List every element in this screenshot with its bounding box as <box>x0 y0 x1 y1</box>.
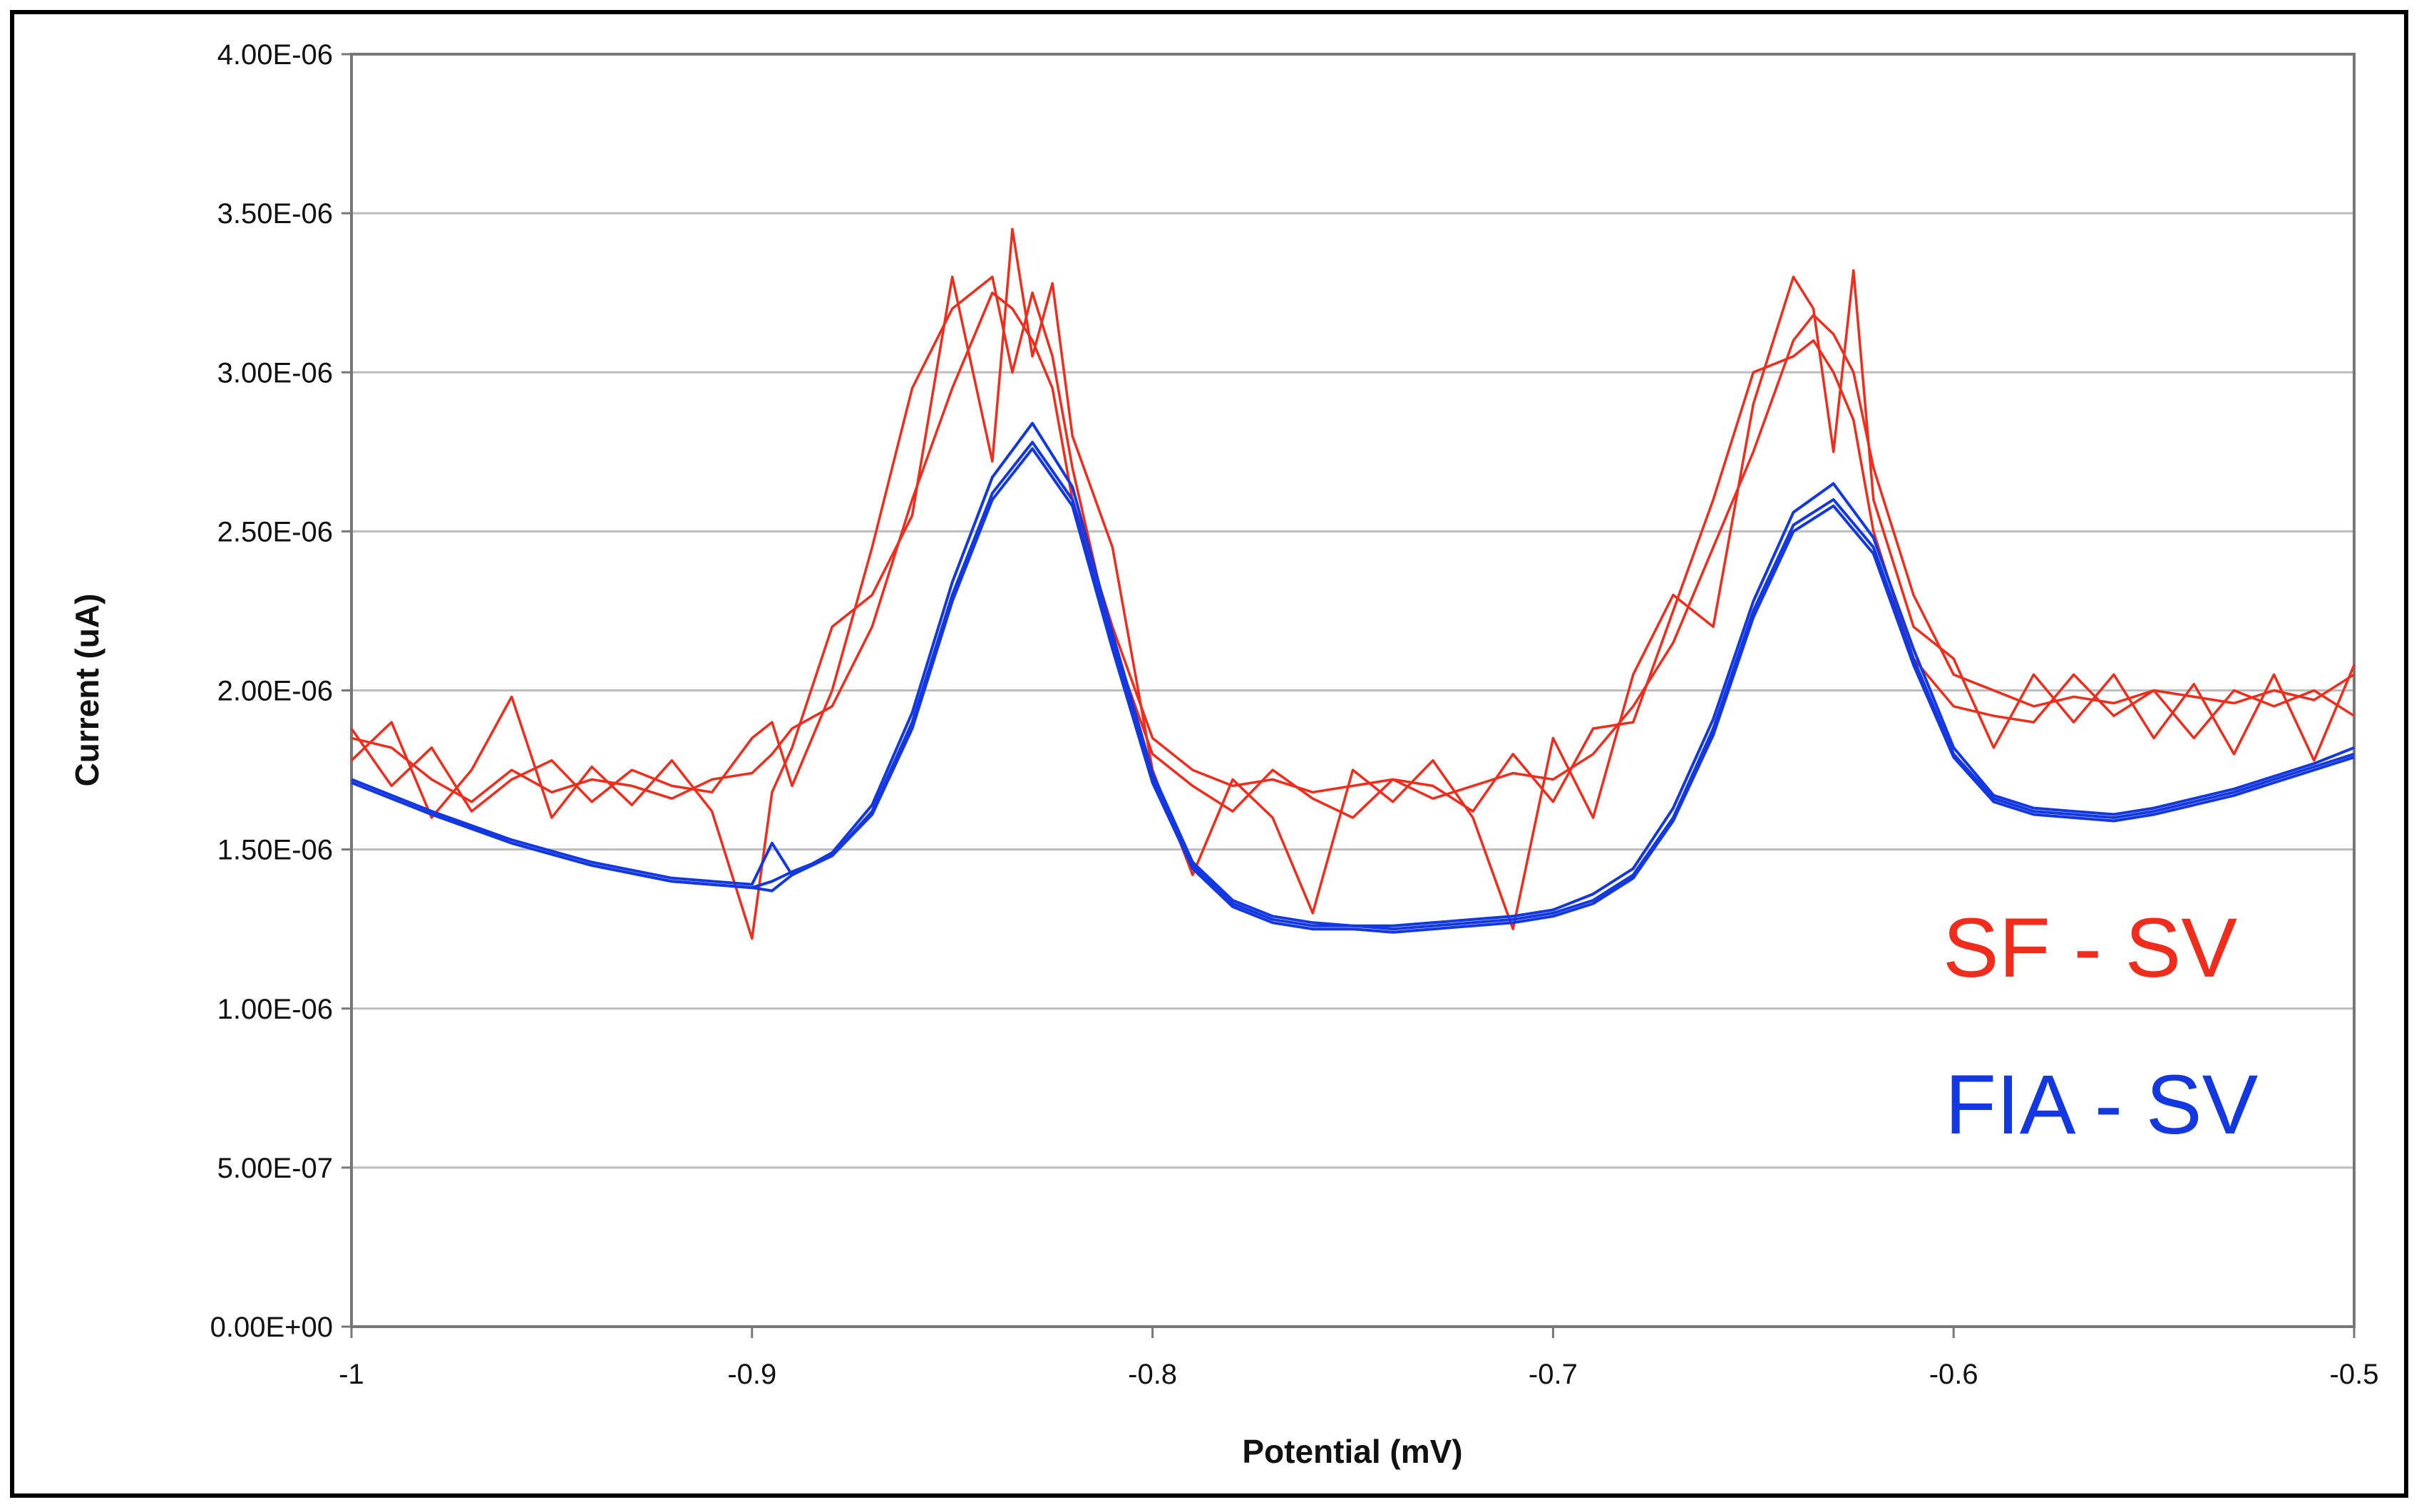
series-line-sf-sv-2 <box>350 227 2356 940</box>
y-tick-label: 3.50E-06 <box>217 198 333 230</box>
legend-sf-sv: SF - SV <box>1943 901 2237 995</box>
y-tick-label: 5.00E-07 <box>217 1153 333 1184</box>
x-tick-label: -0.6 <box>1929 1359 1978 1390</box>
axis-ticks: 0.00E+00 5.00E-07 1.00E-06 1.50E-06 2.00E-06… <box>210 39 2379 1390</box>
gridlines <box>351 212 2354 1169</box>
series-lines <box>350 227 2356 940</box>
x-axis-title: Potential (mV) <box>1242 1433 1462 1470</box>
x-tick-label: -0.7 <box>1529 1359 1578 1390</box>
series-line-fia-sv-1 <box>351 441 2355 931</box>
y-axis-title: Current (uA) <box>68 594 106 787</box>
y-tick-label: 1.00E-06 <box>217 994 333 1025</box>
series-line-sf-sv-1 <box>351 291 2355 803</box>
y-tick-label: 2.50E-06 <box>217 516 333 547</box>
series-line-fia-sv-2 <box>351 421 2355 927</box>
series-line-fia-sv-3 <box>351 447 2355 934</box>
y-tick-label: 0.00E+00 <box>210 1312 333 1343</box>
legend-fia-sv: FIA - SV <box>1945 1058 2259 1152</box>
y-tick-label: 2.00E-06 <box>217 676 333 707</box>
x-tick-label: -0.8 <box>1128 1359 1177 1390</box>
series-line-sf-sv-3 <box>350 275 2355 819</box>
y-tick-label: 1.50E-06 <box>217 835 333 866</box>
x-tick-label: -1 <box>339 1359 364 1390</box>
y-tick-label: 4.00E-06 <box>217 39 333 71</box>
x-tick-label: -0.5 <box>2330 1359 2379 1390</box>
x-tick-label: -0.9 <box>727 1359 776 1390</box>
y-tick-label: 3.00E-06 <box>217 357 333 389</box>
chart-frame <box>10 10 2408 1498</box>
